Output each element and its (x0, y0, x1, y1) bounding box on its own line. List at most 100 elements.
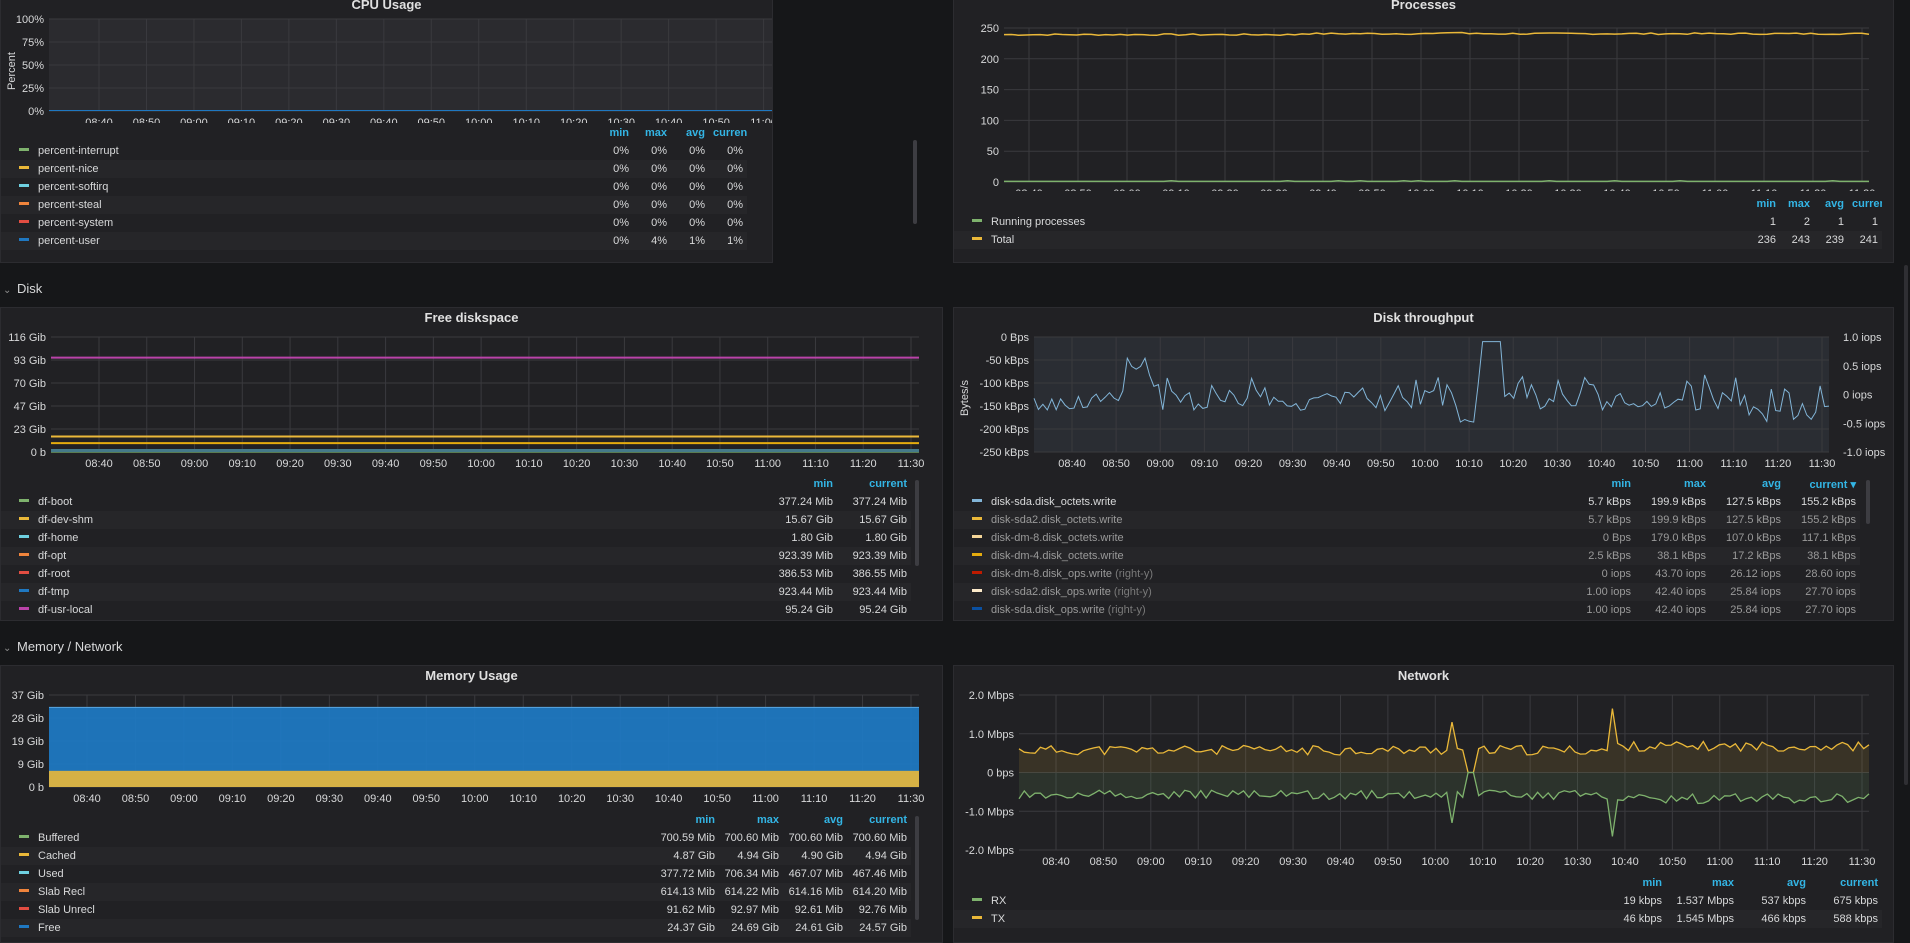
series-color-swatch[interactable] (19, 835, 29, 839)
series-color-swatch[interactable] (972, 499, 982, 503)
series-color-swatch[interactable] (19, 607, 29, 611)
series-color-swatch[interactable] (19, 889, 29, 893)
legend-scrollbar[interactable] (915, 480, 919, 566)
legend-series-row[interactable]: percent-user 0% 4% 1% 1% (1, 232, 747, 250)
series-color-swatch[interactable] (972, 571, 982, 575)
legend-series-row[interactable]: Buffered 700.59 Mib 700.60 Mib 700.60 Mib 70… (1, 829, 911, 847)
legend-column-header[interactable]: current (869, 814, 907, 826)
legend-series-cell[interactable]: Running processes (954, 213, 1746, 231)
legend-series-name[interactable]: percent-softirq (38, 181, 109, 193)
series-color-swatch[interactable] (19, 517, 29, 521)
page-scrollbar-thumb[interactable] (1904, 265, 1908, 785)
processes-graph[interactable]: 250 200 150 100 50 0 08:40 08:50 09:00 09:10 09:20… (954, 11, 1894, 191)
legend-series-name[interactable]: percent-system (38, 217, 114, 229)
legend-series-name[interactable]: Cached (38, 850, 76, 862)
series-color-swatch[interactable] (19, 184, 29, 188)
disk-throughput-graph[interactable]: 0 Bps -50 kBps -100 kBps -150 kBps -200 kBps… (954, 328, 1894, 478)
legend-series-cell[interactable]: percent-steal (1, 196, 595, 214)
series-color-swatch[interactable] (19, 553, 29, 557)
legend-column-header[interactable]: min (1756, 198, 1776, 210)
legend-series-row[interactable]: df-dev-shm 15.67 Gib 15.67 Gib (1, 511, 911, 529)
legend-column-header[interactable]: current (869, 478, 907, 490)
legend-series-row[interactable]: Slab Recl 614.13 Mib 614.22 Mib 614.16 Mib 6… (1, 883, 911, 901)
series-color-swatch[interactable] (972, 589, 982, 593)
legend-series-cell[interactable]: df-opt (1, 547, 763, 565)
legend-series-row[interactable]: df-usr-local 95.24 Gib 95.24 Gib (1, 601, 911, 619)
legend-series-name[interactable]: Used (38, 868, 64, 880)
legend-series-name[interactable]: df-root (38, 568, 70, 580)
row-header-memory-network[interactable]: ⌄ Memory / Network (0, 635, 122, 659)
legend-series-cell[interactable]: disk-dm-8.disk_octets.write (954, 529, 1560, 547)
series-color-swatch[interactable] (19, 907, 29, 911)
series-color-swatch[interactable] (19, 238, 29, 242)
legend-column-header[interactable]: min (813, 478, 833, 490)
legend-column-header[interactable]: current (713, 127, 747, 139)
legend-series-row[interactable]: df-home 1.80 Gib 1.80 Gib (1, 529, 911, 547)
legend-series-row[interactable]: Total 236 243 239 241 (954, 231, 1882, 249)
legend-series-row[interactable]: TX 46 kbps 1.545 Mbps 466 kbps 588 kbps (954, 910, 1882, 928)
legend-series-row[interactable]: RX 19 kbps 1.537 Mbps 537 kbps 675 kbps (954, 892, 1882, 910)
legend-series-cell[interactable]: df-usr-local (1, 601, 763, 619)
legend-series-name[interactable]: Slab Unrecl (38, 904, 95, 916)
series-color-swatch[interactable] (19, 853, 29, 857)
legend-series-row[interactable]: disk-sda2.disk_octets.write 5.7 kBps 199.9… (954, 511, 1860, 529)
series-color-swatch[interactable] (972, 237, 982, 241)
series-color-swatch[interactable] (19, 871, 29, 875)
legend-series-cell[interactable]: df-root (1, 565, 763, 583)
legend-series-name[interactable]: Total (991, 234, 1015, 246)
legend-series-cell[interactable]: disk-sda2.disk_ops.write (right-y) (954, 583, 1560, 601)
legend-series-cell[interactable]: percent-nice (1, 160, 595, 178)
legend-column-header[interactable]: min (1642, 877, 1662, 889)
series-color-swatch[interactable] (972, 916, 982, 920)
series-color-swatch[interactable] (19, 166, 29, 170)
legend-series-cell[interactable]: percent-user (1, 232, 595, 250)
legend-column-header[interactable]: max (1683, 478, 1706, 490)
legend-column-header[interactable]: min (1611, 478, 1631, 490)
legend-series-cell[interactable]: Free (1, 919, 655, 937)
legend-column-header[interactable]: avg (824, 814, 843, 826)
page-scrollbar[interactable] (1902, 0, 1910, 943)
legend-series-row[interactable]: disk-dm-4.disk_octets.write 2.5 kBps 38.1 … (954, 547, 1860, 565)
panel-title[interactable]: Network (1397, 668, 1450, 683)
legend-series-name[interactable]: percent-interrupt (38, 145, 119, 157)
legend-column-header[interactable]: current ▾ (1809, 478, 1856, 491)
series-color-swatch[interactable] (19, 571, 29, 575)
legend-series-name[interactable]: df-tmp (38, 586, 70, 598)
series-color-swatch[interactable] (19, 589, 29, 593)
legend-series-cell[interactable]: RX (954, 892, 1594, 910)
legend-series-name[interactable]: disk-sda.disk_ops.write (991, 604, 1105, 616)
chevron-down-icon[interactable]: ⌄ (3, 643, 12, 654)
panel-title[interactable]: CPU Usage (351, 0, 422, 12)
legend-series-name[interactable]: percent-steal (38, 199, 102, 211)
series-color-swatch[interactable] (972, 517, 982, 521)
series-color-swatch[interactable] (19, 535, 29, 539)
legend-series-row[interactable]: percent-nice 0% 0% 0% 0% (1, 160, 747, 178)
legend-series-name[interactable]: percent-nice (38, 163, 99, 175)
legend-series-row[interactable]: Used 377.72 Mib 706.34 Mib 467.07 Mib 467.46… (1, 865, 911, 883)
legend-column-header[interactable]: max (1787, 198, 1810, 210)
legend-series-row[interactable]: disk-sda2.disk_ops.write (right-y) 1.00 i… (954, 583, 1860, 601)
panel-title[interactable]: Processes (1390, 0, 1457, 12)
legend-series-name[interactable]: df-dev-shm (38, 514, 94, 526)
legend-series-row[interactable]: Free 24.37 Gib 24.69 Gib 24.61 Gib 24.57 Gib (1, 919, 911, 937)
legend-series-cell[interactable]: Buffered (1, 829, 655, 847)
legend-series-name[interactable]: disk-dm-8.disk_octets.write (991, 532, 1124, 544)
legend-scrollbar[interactable] (915, 816, 919, 920)
legend-series-row[interactable]: percent-interrupt 0% 0% 0% 0% (1, 142, 747, 160)
legend-series-name[interactable]: df-opt (38, 550, 67, 562)
legend-series-name[interactable]: df-home (38, 532, 79, 544)
legend-series-row[interactable]: percent-softirq 0% 0% 0% 0% (1, 178, 747, 196)
series-color-swatch[interactable] (972, 607, 982, 611)
free-diskspace-graph[interactable]: 116 Gib 93 Gib 70 Gib 47 Gib 23 Gib 0 b 08:40 0… (1, 328, 943, 478)
legend-series-cell[interactable]: Slab Unrecl (1, 901, 655, 919)
legend-series-name[interactable]: disk-dm-8.disk_ops.write (991, 568, 1113, 580)
panel-title[interactable]: Free diskspace (424, 310, 519, 325)
legend-column-header[interactable]: avg (1787, 877, 1806, 889)
legend-series-cell[interactable]: Slab Recl (1, 883, 655, 901)
legend-series-name[interactable]: percent-user (38, 235, 100, 247)
legend-series-row[interactable]: df-boot 377.24 Mib 377.24 Mib (1, 493, 911, 511)
legend-column-header[interactable]: max (756, 814, 779, 826)
legend-series-cell[interactable]: disk-sda2.disk_octets.write (954, 511, 1560, 529)
legend-scrollbar[interactable] (1866, 480, 1870, 524)
legend-series-row[interactable]: percent-steal 0% 0% 0% 0% (1, 196, 747, 214)
